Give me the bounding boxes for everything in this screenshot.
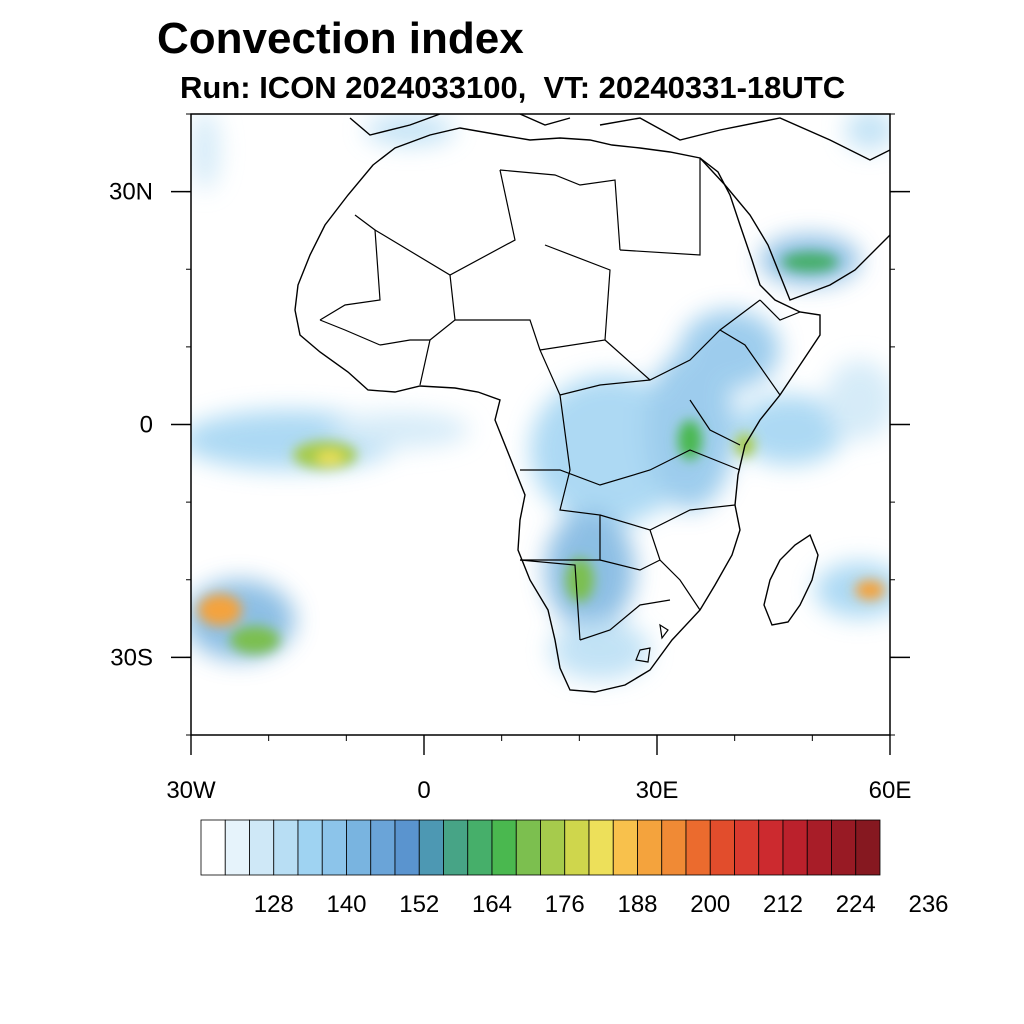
colorbar-swatch [588,819,614,876]
madagascar-coastline [763,533,819,626]
colorbar-swatch [467,819,493,876]
colorbar-tick-label: 176 [545,891,585,918]
lat-tick-label: 30S [110,644,153,671]
colorbar-swatch [224,819,250,876]
europe-coastline [349,114,890,161]
axis-ticks: 30N 0 30S 30W 0 30E 60E [109,113,912,804]
convection-field [191,114,890,680]
colorbar-swatch [297,819,323,876]
lat-tick-label: 30N [109,179,153,206]
colorbar-tick-label: 188 [617,891,657,918]
arabia-coastline [699,157,890,301]
lon-tick-label: 30E [636,777,679,804]
plot-area [190,113,891,736]
colorbar-swatch [637,819,663,876]
colorbar-swatch [734,819,760,876]
colorbar-tick-label: 236 [908,891,948,918]
colorbar-swatch [758,819,784,876]
colorbar-swatch [394,819,420,876]
colorbar-swatch [540,819,566,876]
colorbar-swatch [273,819,299,876]
colorbar-tick-label: 128 [254,891,294,918]
colorbar-swatch [831,819,857,876]
colorbar-tick-label: 140 [326,891,366,918]
country-borders [319,158,801,663]
colorbar-swatch [612,819,638,876]
colorbar-swatch [855,819,881,876]
colorbar-tick-label: 212 [763,891,803,918]
colorbar-swatch [806,819,832,876]
colorbar-swatch [370,819,396,876]
chart-subtitle: Run: ICON 2024033100, VT: 20240331-18UTC [180,70,846,105]
lon-tick-label: 60E [869,777,912,804]
colorbar-swatch [200,819,226,876]
lon-tick-label: 30W [166,777,216,804]
lat-tick-label: 0 [140,412,153,439]
convection-area-indian-ocean [815,562,890,618]
colorbar: 128 140 152 164 176 188 200 212 224 236 [200,819,949,918]
colorbar-swatch [709,819,735,876]
colorbar-swatch [443,819,469,876]
colorbar-swatch [782,819,808,876]
lon-tick-label: 0 [417,777,430,804]
colorbar-tick-label: 224 [836,891,876,918]
colorbar-swatch [491,819,517,876]
chart-title: Convection index [157,14,524,63]
colorbar-tick-label: 164 [472,891,512,918]
coastlines [294,114,890,693]
colorbar-swatch [418,819,444,876]
colorbar-swatch [661,819,687,876]
colorbar-tick-label: 200 [690,891,730,918]
colorbar-tick-label: 152 [399,891,439,918]
colorbar-swatch [249,819,275,876]
convection-area-east-africa [680,310,780,390]
colorbar-swatch [346,819,372,876]
colorbar-swatch [564,819,590,876]
colorbar-swatch [515,819,541,876]
colorbar-swatch [685,819,711,876]
colorbar-swatch [321,819,347,876]
